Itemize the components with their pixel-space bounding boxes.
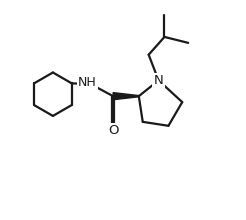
Text: O: O — [108, 124, 118, 137]
Polygon shape — [113, 93, 139, 100]
Text: N: N — [154, 74, 163, 87]
Text: NH: NH — [78, 76, 97, 89]
